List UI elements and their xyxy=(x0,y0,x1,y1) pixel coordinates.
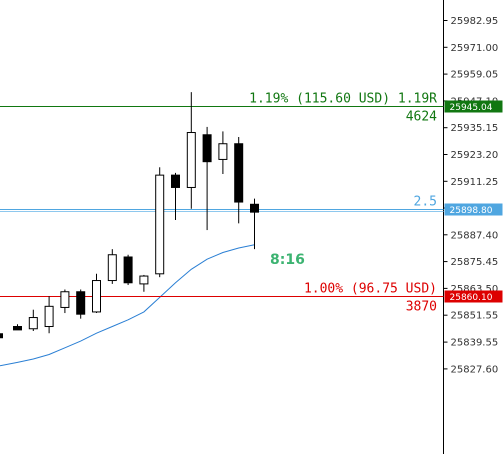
price-axis-label: 25923.20 xyxy=(451,150,499,161)
price-axis-label: 25875.45 xyxy=(451,257,499,268)
bullish-candle xyxy=(44,305,54,328)
moving-average-line xyxy=(0,244,255,367)
bullish-candle xyxy=(28,317,38,330)
bearish-candle xyxy=(234,143,244,203)
candles-layer xyxy=(0,92,259,339)
current-price-tag xyxy=(444,203,503,216)
bullish-candle xyxy=(218,143,228,160)
take-profit-price-tag-text: 25945.04 xyxy=(450,103,493,113)
bullish-candle xyxy=(60,291,70,308)
bearish-candle xyxy=(123,256,133,284)
bullish-candle xyxy=(107,254,117,282)
price-axis-label: 25959.05 xyxy=(451,70,499,81)
bearish-candle xyxy=(171,174,180,188)
price-axis-label: 25851.55 xyxy=(451,311,499,322)
bearish-candle xyxy=(250,203,259,213)
bullish-candle xyxy=(186,132,196,188)
take-profit-size-label: 4624 xyxy=(406,110,437,125)
current-price-tag-text: 25898.80 xyxy=(450,206,493,216)
current-label: 2.5 xyxy=(414,195,437,210)
price-axis-label: 25971.00 xyxy=(451,43,499,54)
bearish-candle xyxy=(13,326,22,331)
stop-loss-price-tag-text: 25860.10 xyxy=(450,293,493,303)
partial-candle xyxy=(0,333,3,339)
bullish-candle xyxy=(155,174,165,275)
price-axis-label: 25827.60 xyxy=(451,364,499,375)
price-tags-layer: 25945.04 25898.80 25860.10 xyxy=(444,100,503,303)
candle-timer: 8:16 xyxy=(270,252,305,268)
price-axis-label: 25982.95 xyxy=(451,16,499,27)
trade-levels-layer[interactable]: 1.19% (115.60 USD) 1.19R 4624 2.5 1.00% (96… xyxy=(0,92,444,315)
stop-loss-price-tag xyxy=(444,290,503,303)
price-axis: 25982.9525971.0025959.0525947.1025935.15… xyxy=(443,16,499,375)
price-axis-label: 25863.50 xyxy=(451,284,499,295)
price-axis-label: 25887.40 xyxy=(451,230,499,241)
bullish-candle xyxy=(139,275,149,285)
price-axis-label: 25839.55 xyxy=(451,338,499,349)
price-axis-label: 25911.25 xyxy=(451,177,499,188)
moving-average-layer xyxy=(0,244,255,367)
bullish-candle xyxy=(92,280,101,313)
take-profit-price-tag xyxy=(444,100,503,113)
bearish-candle xyxy=(76,291,86,315)
stop-loss-size-label: 3870 xyxy=(406,300,437,315)
take-profit-label: 1.19% (115.60 USD) 1.19R xyxy=(249,92,437,107)
stop-loss-label: 1.00% (96.75 USD) xyxy=(304,282,437,297)
price-axis-label: 25935.15 xyxy=(451,123,499,134)
bearish-candle xyxy=(202,134,212,163)
